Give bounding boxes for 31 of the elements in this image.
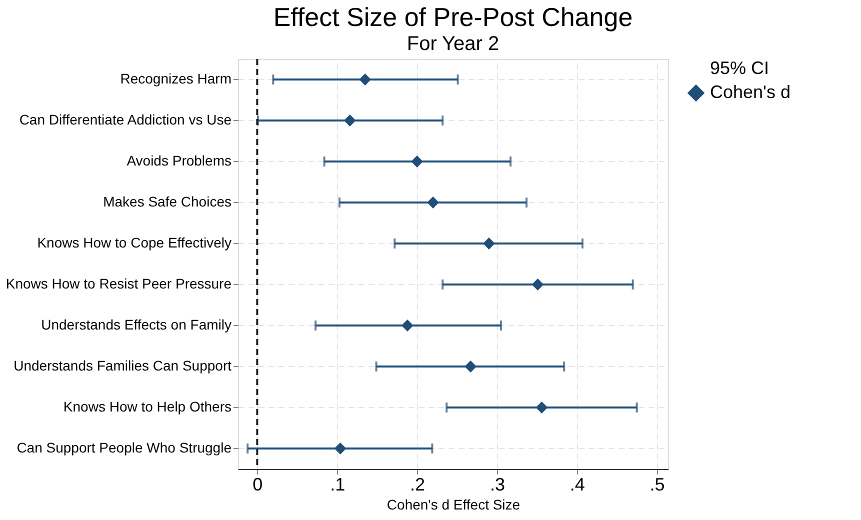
y-tick-label: Understands Families Can Support [14,358,232,374]
point [334,442,346,454]
y-tick-label: Recognizes Harm [120,70,232,86]
x-tick-label: 0 [252,474,263,494]
x-axis-title: Cohen's d Effect Size [386,496,520,512]
chart-title: Effect Size of Pre-Post Change [273,2,633,32]
legend-label: Cohen's d [710,82,790,102]
text: 95% CI [710,58,770,78]
point [427,196,439,208]
point [344,114,356,126]
y-tick-label: Makes Safe Choices [103,194,232,210]
y-tick-label: Knows How to Help Others [63,398,232,414]
point [532,278,544,290]
y-tick-label: Can Differentiate Addiction vs Use [19,112,232,128]
x-tick-label: .4 [570,474,585,494]
chart-subtitle: For Year 2 [406,33,500,55]
y-tick-label: Understands Effects on Family [41,316,232,332]
point [411,156,423,168]
x-tick-label: .2 [410,474,426,494]
point [464,360,476,372]
y-tick-label: Knows How to Resist Peer Pressure [6,276,232,292]
x-tick-label: .3 [490,474,505,494]
point [483,238,495,250]
y-tick-label: Avoids Problems [126,152,232,168]
x-tick-label: .5 [650,474,665,494]
x-tick-label: .1 [330,474,346,494]
y-tick-label: Knows How to Cope Effectively [37,234,232,250]
point [536,402,548,414]
point [359,74,371,86]
y-tick-label: Can Support People Who Struggle [16,440,232,456]
point [402,320,414,332]
